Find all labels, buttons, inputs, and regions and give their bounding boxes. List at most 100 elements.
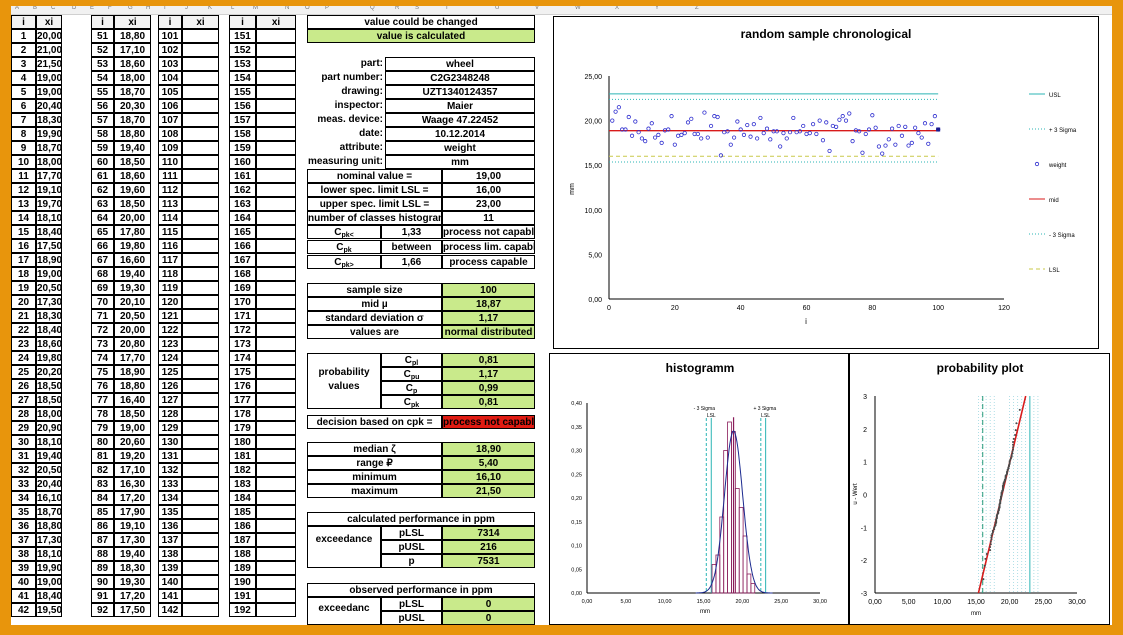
measurement-cell[interactable]: [182, 477, 219, 491]
measurement-cell[interactable]: 19,40: [114, 547, 151, 561]
part-info-value[interactable]: Maier: [385, 99, 535, 113]
measurement-cell[interactable]: [182, 71, 219, 85]
measurement-cell[interactable]: [256, 547, 296, 561]
measurement-cell[interactable]: [182, 407, 219, 421]
measurement-cell[interactable]: [256, 603, 296, 617]
measurement-cell[interactable]: 17,20: [114, 491, 151, 505]
measurement-cell[interactable]: 18,30: [114, 561, 151, 575]
measurement-cell[interactable]: 18,10: [36, 547, 62, 561]
measurement-cell[interactable]: [256, 533, 296, 547]
measurement-cell[interactable]: [182, 239, 219, 253]
measurement-cell[interactable]: 18,50: [114, 155, 151, 169]
measurement-cell[interactable]: [182, 211, 219, 225]
measurement-cell[interactable]: 18,90: [114, 365, 151, 379]
part-info-value[interactable]: C2G2348248: [385, 71, 535, 85]
measurement-cell[interactable]: [256, 407, 296, 421]
measurement-cell[interactable]: 19,00: [36, 71, 62, 85]
part-info-value[interactable]: Waage 47.22452: [385, 113, 535, 127]
measurement-cell[interactable]: [256, 505, 296, 519]
measurement-cell[interactable]: [256, 561, 296, 575]
measurement-cell[interactable]: 18,60: [36, 337, 62, 351]
measurement-cell[interactable]: [182, 183, 219, 197]
part-info-value[interactable]: mm: [385, 155, 535, 169]
measurement-cell[interactable]: [182, 561, 219, 575]
measurement-cell[interactable]: [256, 449, 296, 463]
measurement-cell[interactable]: 18,50: [114, 407, 151, 421]
measurement-cell[interactable]: [256, 575, 296, 589]
measurement-cell[interactable]: 17,50: [36, 239, 62, 253]
measurement-cell[interactable]: [256, 155, 296, 169]
measurement-cell[interactable]: 19,20: [114, 449, 151, 463]
measurement-cell[interactable]: 19,10: [114, 519, 151, 533]
measurement-cell[interactable]: 19,00: [114, 421, 151, 435]
measurement-cell[interactable]: 18,30: [36, 309, 62, 323]
measurement-cell[interactable]: [182, 141, 219, 155]
measurement-cell[interactable]: [182, 519, 219, 533]
measurement-cell[interactable]: [256, 337, 296, 351]
measurement-cell[interactable]: [256, 197, 296, 211]
measurement-cell[interactable]: [182, 309, 219, 323]
measurement-cell[interactable]: 20,80: [114, 337, 151, 351]
measurement-cell[interactable]: 20,40: [36, 99, 62, 113]
measurement-cell[interactable]: 18,80: [114, 127, 151, 141]
measurement-cell[interactable]: 18,90: [36, 253, 62, 267]
measurement-cell[interactable]: [182, 463, 219, 477]
measurement-cell[interactable]: 18,80: [114, 29, 151, 43]
measurement-cell[interactable]: [182, 603, 219, 617]
measurement-cell[interactable]: 20,90: [36, 421, 62, 435]
measurement-cell[interactable]: [256, 85, 296, 99]
measurement-cell[interactable]: 19,80: [36, 351, 62, 365]
measurement-cell[interactable]: [182, 505, 219, 519]
measurement-cell[interactable]: 16,40: [114, 393, 151, 407]
measurement-cell[interactable]: 16,30: [114, 477, 151, 491]
measurement-cell[interactable]: 20,00: [114, 323, 151, 337]
measurement-cell[interactable]: [182, 29, 219, 43]
measurement-cell[interactable]: [182, 323, 219, 337]
measurement-cell[interactable]: [256, 421, 296, 435]
measurement-cell[interactable]: 20,30: [114, 99, 151, 113]
measurement-cell[interactable]: 19,00: [36, 575, 62, 589]
measurement-cell[interactable]: [256, 169, 296, 183]
measurement-cell[interactable]: 17,70: [114, 351, 151, 365]
measurement-cell[interactable]: 19,90: [36, 561, 62, 575]
measurement-cell[interactable]: 19,70: [36, 197, 62, 211]
measurement-cell[interactable]: [182, 575, 219, 589]
measurement-cell[interactable]: [256, 253, 296, 267]
measurement-cell[interactable]: [182, 393, 219, 407]
measurement-cell[interactable]: [256, 141, 296, 155]
measurement-cell[interactable]: [182, 281, 219, 295]
spec-value[interactable]: 23,00: [442, 197, 535, 211]
measurement-cell[interactable]: [256, 463, 296, 477]
measurement-cell[interactable]: 17,50: [114, 603, 151, 617]
measurement-cell[interactable]: 17,80: [114, 225, 151, 239]
measurement-cell[interactable]: [182, 491, 219, 505]
measurement-cell[interactable]: 16,60: [114, 253, 151, 267]
measurement-cell[interactable]: [256, 491, 296, 505]
measurement-cell[interactable]: [182, 169, 219, 183]
measurement-cell[interactable]: [256, 267, 296, 281]
measurement-cell[interactable]: [256, 127, 296, 141]
measurement-cell[interactable]: 18,00: [114, 71, 151, 85]
measurement-cell[interactable]: 18,30: [36, 113, 62, 127]
measurement-cell[interactable]: [256, 239, 296, 253]
measurement-cell[interactable]: 19,90: [36, 127, 62, 141]
measurement-cell[interactable]: [182, 533, 219, 547]
measurement-cell[interactable]: [182, 365, 219, 379]
measurement-cell[interactable]: 19,40: [114, 141, 151, 155]
measurement-cell[interactable]: [182, 43, 219, 57]
spec-value[interactable]: 11: [442, 211, 535, 225]
measurement-cell[interactable]: 21,00: [36, 43, 62, 57]
measurement-cell[interactable]: [256, 477, 296, 491]
measurement-cell[interactable]: 17,30: [114, 533, 151, 547]
measurement-cell[interactable]: [256, 309, 296, 323]
measurement-cell[interactable]: 17,30: [36, 533, 62, 547]
measurement-cell[interactable]: [256, 351, 296, 365]
measurement-cell[interactable]: [182, 113, 219, 127]
measurement-cell[interactable]: 17,30: [36, 295, 62, 309]
part-info-value[interactable]: 10.12.2014: [385, 127, 535, 141]
measurement-cell[interactable]: [182, 85, 219, 99]
measurement-cell[interactable]: 19,10: [36, 183, 62, 197]
measurement-cell[interactable]: 19,30: [114, 575, 151, 589]
measurement-cell[interactable]: [182, 379, 219, 393]
measurement-cell[interactable]: [256, 435, 296, 449]
